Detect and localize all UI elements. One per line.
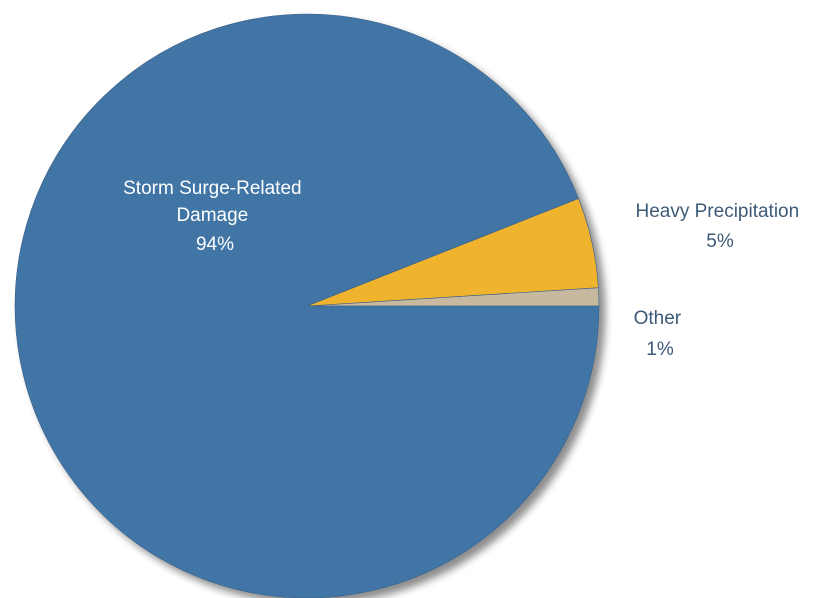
slice-label-storm-surge: Storm Surge-Related Damage 94% <box>123 178 307 255</box>
pie-slices <box>14 13 600 598</box>
pie-slice-storm-surge-related-damage <box>14 13 600 598</box>
slice-labels: Storm Surge-Related Damage 94% Heavy Pre… <box>123 178 805 360</box>
slice-label-heavy-precipitation-line1: Heavy Precipitation <box>636 201 800 222</box>
slice-label-other: Other 1% <box>634 308 687 360</box>
slice-value-other: 1% <box>646 339 674 360</box>
slice-label-storm-surge-line1: Storm Surge-Related <box>123 178 301 199</box>
slice-value-storm-surge: 94% <box>196 234 234 255</box>
slice-value-heavy-precipitation: 5% <box>706 231 734 252</box>
slice-label-other-line1: Other <box>634 308 682 329</box>
slice-label-storm-surge-line2: Damage <box>176 205 248 226</box>
slice-label-heavy-precipitation: Heavy Precipitation 5% <box>636 201 805 252</box>
